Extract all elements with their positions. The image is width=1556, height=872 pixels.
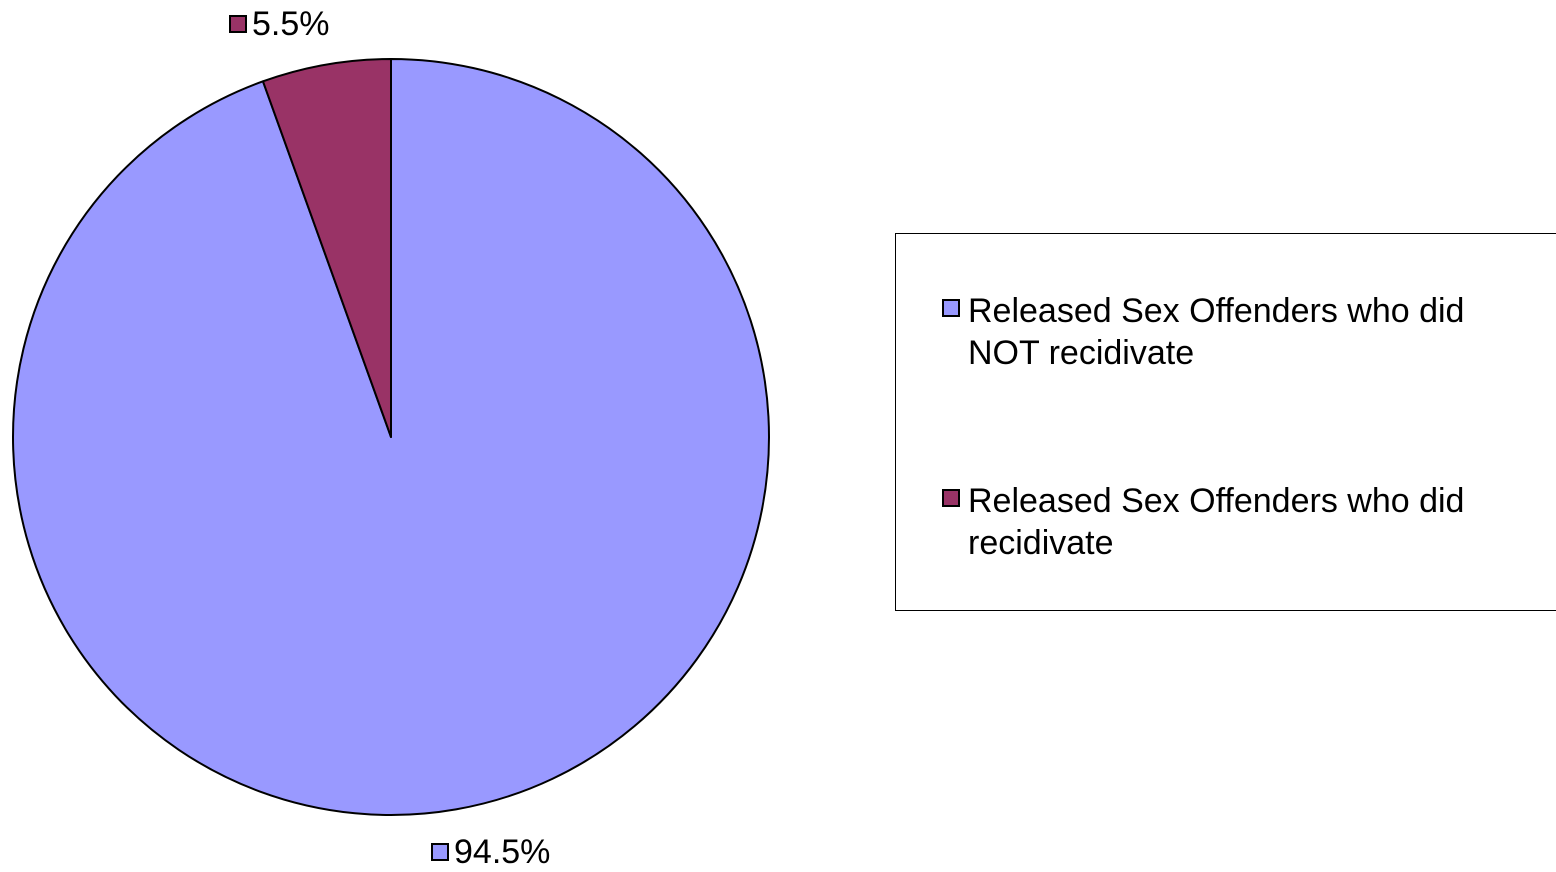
- data-label-not-recidivate: 94.5%: [431, 832, 550, 872]
- data-label-recidivate: 5.5%: [229, 4, 330, 44]
- data-label-text-recidivate: 5.5%: [252, 5, 330, 43]
- legend-swatch-recidivate: [942, 489, 960, 507]
- legend-label-recidivate: Released Sex Offenders who did recidivat…: [968, 482, 1465, 562]
- chart-legend: Released Sex Offenders who did NOT recid…: [895, 233, 1556, 611]
- data-label-swatch-not-recidivate: [431, 843, 449, 861]
- pie-slice-recidivate: [261, 58, 392, 438]
- legend-label-not-recidivate: Released Sex Offenders who did NOT recid…: [968, 292, 1465, 372]
- legend-item-not-recidivate: Released Sex Offenders who did NOT recid…: [942, 290, 1528, 374]
- legend-swatch-not-recidivate: [942, 299, 960, 317]
- data-label-swatch-recidivate: [229, 15, 247, 33]
- pie-slices: [12, 58, 770, 816]
- data-label-text-not-recidivate: 94.5%: [454, 833, 551, 871]
- legend-item-recidivate: Released Sex Offenders who did recidivat…: [942, 480, 1528, 564]
